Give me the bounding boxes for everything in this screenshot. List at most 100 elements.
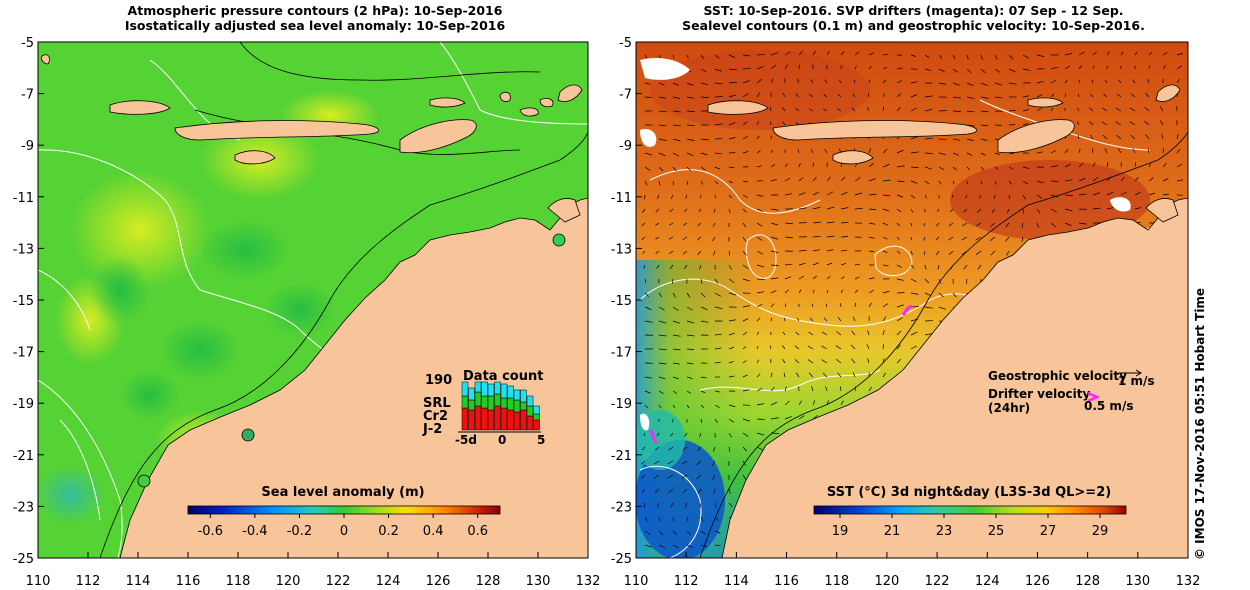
velocity-arrow (641, 488, 646, 494)
velocity-arrow (1145, 134, 1150, 140)
velocity-arrow (686, 348, 695, 350)
tide-gauge-station[interactable] (137, 474, 151, 488)
velocity-arrow (868, 222, 876, 225)
velocity-arrow (656, 264, 660, 269)
inset-bar-segment (526, 415, 534, 431)
velocity-arrow (668, 488, 674, 494)
island-wetar (429, 97, 466, 108)
velocity-arrow (1129, 107, 1136, 112)
velocity-arrow (668, 446, 674, 451)
velocity-arrow (1176, 163, 1183, 168)
velocity-arrow (952, 54, 956, 60)
velocity-arrow (910, 208, 914, 213)
velocity-arrow (882, 66, 888, 70)
right-ytick-label: -7 (619, 88, 632, 103)
velocity-arrow (655, 236, 660, 240)
velocity-arrow (910, 136, 918, 140)
velocity-arrow (1078, 148, 1081, 154)
left-ytick-label: -19 (13, 397, 34, 412)
velocity-arrow (882, 79, 887, 84)
velocity-arrow (798, 192, 806, 196)
velocity-arrow (672, 404, 676, 409)
inset-series-j2: J-2 (422, 422, 442, 437)
tide-gauge-station[interactable] (552, 233, 566, 247)
velocity-arrow (644, 390, 651, 394)
velocity-arrow (866, 344, 870, 350)
velocity-arrow (728, 488, 731, 494)
velocity-arrow (826, 221, 835, 224)
velocity-arrow (655, 250, 660, 255)
velocity-arrow (1064, 179, 1073, 182)
velocity-arrow (812, 176, 817, 182)
velocity-arrow (910, 236, 912, 241)
velocity-arrow (1092, 51, 1097, 56)
velocity-arrow (980, 68, 986, 74)
velocity-arrow (1104, 148, 1108, 154)
velocity-arrow (686, 390, 692, 394)
velocity-arrow (1162, 65, 1166, 70)
velocity-arrow (672, 82, 679, 86)
velocity-arrow (868, 79, 871, 84)
velocity-arrow (977, 208, 982, 213)
velocity-arrow (644, 376, 653, 379)
velocity-arrow (1050, 150, 1057, 154)
velocity-arrow (980, 138, 988, 141)
velocity-arrow (782, 331, 786, 336)
velocity-arrow (1006, 208, 1010, 214)
velocity-arrow (756, 345, 759, 350)
velocity-arrow (1176, 134, 1179, 140)
velocity-arrow (742, 264, 749, 269)
inset-bar-segment (513, 411, 521, 431)
velocity-arrow (784, 386, 787, 392)
velocity-arrow (782, 107, 786, 112)
island-sumbawa (109, 100, 171, 115)
pressure-contour (38, 269, 91, 331)
velocity-arrow (937, 208, 940, 213)
velocity-arrow (1176, 53, 1184, 56)
velocity-arrow (961, 236, 968, 241)
velocity-arrow (672, 124, 681, 127)
velocity-arrow (924, 264, 927, 270)
velocity-arrow (812, 415, 818, 420)
tide-gauge-station[interactable] (241, 428, 255, 442)
right-ytick-label: -9 (619, 139, 632, 154)
velocity-arrow (699, 502, 702, 508)
velocity-arrow (686, 320, 695, 324)
velocity-arrow (686, 292, 691, 298)
velocity-arrow (700, 544, 707, 548)
velocity-arrow (1078, 51, 1085, 56)
sla-colorbar-tick-label: 0.6 (467, 524, 488, 539)
velocity-arrow (990, 222, 996, 227)
velocity-arrow (1050, 66, 1058, 70)
sla-colorbar-gradient (187, 505, 501, 515)
velocity-arrow (683, 208, 688, 212)
velocity-arrow (826, 235, 835, 238)
velocity-arrow (1134, 192, 1141, 196)
velocity-arrow (994, 82, 1003, 86)
drifter-track[interactable] (901, 304, 913, 316)
inset-bar-segment (474, 391, 482, 407)
velocity-arrow (1036, 151, 1043, 154)
drifter-track[interactable] (649, 429, 658, 444)
velocity-arrow (728, 264, 733, 270)
velocity-arrow (672, 180, 674, 186)
velocity-arrow (742, 432, 749, 437)
left-map (38, 42, 588, 558)
velocity-arrow (770, 208, 779, 211)
velocity-arrow (1008, 124, 1016, 126)
inset-bar-segment (487, 409, 495, 431)
velocity-arrow (644, 180, 648, 186)
velocity-arrow (1162, 193, 1170, 196)
velocity-arrow (840, 400, 844, 406)
velocity-arrow (980, 82, 988, 87)
velocity-arrow (658, 348, 667, 351)
sst-colorbar-tick-label: 23 (936, 524, 953, 539)
velocity-arrow (1022, 54, 1030, 59)
velocity-arrow (798, 177, 804, 182)
velocity-arrow (1106, 162, 1109, 168)
velocity-arrow (1089, 107, 1094, 112)
velocity-arrow (1148, 177, 1154, 182)
velocity-arrow (644, 82, 651, 85)
velocity-arrow (1116, 134, 1122, 140)
velocity-arrow (670, 194, 674, 199)
